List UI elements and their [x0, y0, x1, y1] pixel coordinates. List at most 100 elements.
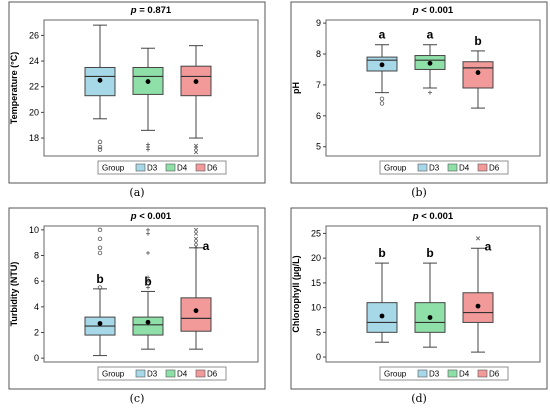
outlier-stroke — [193, 150, 199, 155]
y-tick-label: 8 — [34, 251, 39, 261]
box-d3 — [84, 24, 116, 152]
y-axis-label: Turbidity (NTU) — [9, 262, 19, 327]
outlier-point — [193, 150, 199, 155]
panel-caption: (b) — [411, 186, 427, 199]
mean-dot — [475, 303, 481, 309]
panel-frame — [290, 207, 548, 390]
title-p-symbol: p — [130, 211, 137, 222]
outlier-point — [379, 101, 385, 106]
legend-entry: D3 — [147, 370, 158, 379]
legend-entry: D4 — [177, 370, 188, 379]
outlier-point — [97, 236, 103, 242]
legend-title: Group — [102, 370, 125, 379]
outlier-point — [97, 227, 103, 233]
legend-swatch — [195, 163, 206, 172]
y-tick-label: 15 — [311, 278, 321, 288]
y-tick-label: 0 — [316, 352, 321, 362]
box-d4: a — [414, 28, 446, 95]
chart-panel-d: p < 0.001 0 5 10 15 20 25 Chlorophyll (µg/L) b b a… — [290, 207, 548, 405]
mean-dot — [97, 321, 103, 326]
outlier-point — [475, 236, 481, 241]
title-p-symbol: p — [412, 5, 419, 16]
y-axis-label: pH — [291, 82, 301, 94]
significance-letter: a — [203, 239, 210, 253]
mean-dot — [97, 77, 103, 83]
significance-letter: a — [485, 239, 492, 253]
outlier-point — [193, 146, 199, 151]
outlier-point — [193, 236, 199, 241]
panel-frame — [290, 1, 548, 184]
y-tick-label: 18 — [29, 133, 39, 143]
y-tick-label: 6 — [316, 111, 321, 121]
y-tick-label: 7 — [316, 80, 321, 90]
chart-panel-b: p < 0.001 5 6 7 8 9 pH a a b Group D3 D4 D6 (b) — [290, 1, 548, 199]
legend-title: Group — [384, 164, 407, 173]
legend-entry: D6 — [207, 370, 218, 379]
outlier-stroke — [193, 236, 199, 241]
panel-caption: (c) — [130, 392, 145, 405]
box-d6: b — [462, 34, 494, 109]
outlier-point — [97, 144, 103, 150]
legend-swatch — [447, 369, 458, 378]
mean-dot — [145, 79, 151, 84]
y-tick-label: 20 — [311, 253, 321, 263]
chart-panel-c: p < 0.001 0 2 4 6 8 10 Turbidity (NTU) b b a Group D… — [8, 207, 266, 405]
legend-swatch — [195, 369, 206, 378]
legend-swatch — [165, 163, 176, 172]
legend-entry: D4 — [177, 164, 188, 173]
y-tick-label: 26 — [29, 30, 39, 40]
title-p-value: < 0.001 — [419, 211, 454, 222]
legend-swatch — [417, 163, 428, 172]
y-tick-label: 2 — [34, 327, 39, 337]
significance-letter: a — [379, 28, 386, 42]
legend-box — [97, 366, 227, 381]
y-tick-label: 8 — [316, 49, 321, 59]
box-d3: b — [366, 246, 398, 343]
outlier-point — [193, 244, 199, 249]
mean-dot — [145, 319, 151, 325]
y-tick-label: 24 — [29, 56, 39, 66]
legend-swatch — [417, 369, 428, 378]
legend-swatch — [135, 163, 146, 172]
legend: Group D3 D4 D6 — [379, 160, 509, 175]
legend-entry: D6 — [489, 164, 500, 173]
outlier-point — [97, 250, 103, 256]
mean-dot — [193, 79, 199, 84]
box-iqr — [180, 297, 212, 332]
title-p-symbol: p — [130, 5, 137, 16]
outlier-stroke — [475, 236, 481, 241]
legend-box — [97, 160, 227, 175]
outlier-point — [146, 147, 150, 152]
legend-swatch — [477, 369, 488, 378]
outlier-point — [97, 147, 103, 152]
outlier-point — [428, 90, 432, 95]
legend-entry: D6 — [207, 164, 218, 173]
chart-title: p < 0.001 — [130, 211, 172, 222]
outlier-point — [146, 285, 150, 290]
outlier-point — [193, 240, 199, 245]
plot-area — [43, 225, 259, 363]
significance-letter: b — [426, 246, 433, 260]
legend-entry: D3 — [429, 164, 440, 173]
title-p-value: < 0.001 — [419, 5, 454, 16]
mean-dot — [475, 70, 481, 75]
legend-swatch — [135, 369, 146, 378]
y-tick-label: 5 — [316, 327, 321, 337]
legend-swatch — [447, 163, 458, 172]
y-tick-label: 6 — [34, 276, 39, 286]
chart-title: p < 0.001 — [412, 211, 454, 222]
significance-letter: b — [378, 246, 385, 260]
y-tick-label: 10 — [29, 225, 39, 235]
box-d4: b — [414, 246, 446, 348]
box-d4: b — [132, 227, 164, 350]
outlier-stroke — [193, 231, 199, 236]
y-tick-label: 0 — [34, 353, 39, 363]
mean-dot — [193, 308, 199, 314]
legend: Group D3 D4 D6 — [97, 366, 227, 381]
legend-entry: D4 — [459, 370, 470, 379]
box-iqr — [132, 316, 164, 336]
outlier-stroke — [193, 146, 199, 151]
outlier-point — [193, 227, 199, 232]
y-tick-label: 20 — [29, 107, 39, 117]
